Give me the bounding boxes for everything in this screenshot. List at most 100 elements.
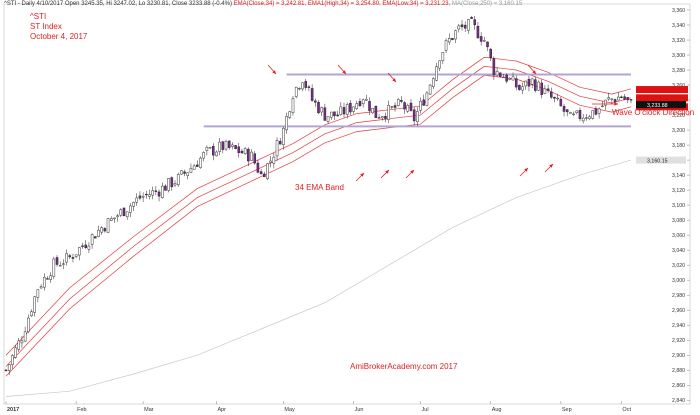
candle-up — [49, 275, 52, 280]
candle-up — [27, 317, 30, 332]
candle-down — [534, 79, 537, 91]
candle-up — [597, 108, 601, 114]
candle-up — [151, 190, 154, 196]
candle-up — [14, 347, 17, 358]
y-tick-label: 2,960 — [672, 308, 685, 314]
y-tick-label: 3,320 — [672, 38, 685, 44]
candle-down — [55, 257, 59, 265]
candle-down — [613, 99, 617, 103]
candle-up — [604, 99, 607, 106]
candle-up — [243, 148, 247, 155]
candle-up — [23, 331, 27, 342]
x-tick-label: Apr — [217, 407, 226, 413]
candle-up — [224, 141, 228, 150]
candle-up — [135, 197, 139, 203]
candle-down — [138, 195, 142, 199]
candle-up — [581, 117, 585, 122]
y-tick-label: 2,920 — [672, 338, 685, 344]
annotation-arrowhead — [342, 70, 346, 74]
candle-down — [492, 58, 496, 76]
direction-label: Wave O'clock Direction — [612, 108, 695, 117]
ema34-low-line — [5, 74, 632, 377]
candle-down — [565, 109, 569, 113]
candle-up — [371, 108, 374, 114]
candle-down — [94, 236, 97, 239]
ma-price-tag — [636, 156, 686, 164]
y-tick-label: 3,360 — [672, 8, 685, 14]
candle-down — [71, 257, 75, 259]
annotation-arrowhead — [385, 170, 389, 174]
x-tick-label: Mar — [144, 407, 154, 413]
candle-down — [342, 107, 346, 115]
candle-up — [288, 111, 292, 118]
candle-down — [620, 96, 623, 98]
candle-up — [106, 218, 110, 233]
candle-down — [145, 193, 148, 196]
candle-up — [266, 163, 269, 179]
candle-up — [320, 107, 323, 113]
candle-down — [314, 100, 317, 103]
candle-down — [626, 97, 630, 101]
candle-down — [412, 109, 416, 122]
watermark: AmiBrokerAcademy.com 2017 — [350, 362, 458, 371]
y-tick-label: 3,120 — [672, 188, 685, 194]
candle-down — [518, 84, 521, 90]
candle-up — [285, 116, 288, 131]
candle-up — [537, 81, 540, 91]
candle-up — [119, 209, 123, 216]
y-tick-label: 3,340 — [672, 23, 685, 29]
candle-up — [62, 263, 65, 265]
candle-up — [352, 106, 355, 112]
candle-up — [160, 185, 164, 198]
candle-up — [180, 170, 183, 175]
candle-down — [403, 102, 406, 110]
candle-up — [20, 340, 24, 344]
candle-up — [390, 106, 394, 108]
candle-up — [189, 167, 193, 173]
candle-up — [495, 70, 499, 76]
candle-up — [591, 110, 595, 119]
candle-up — [294, 86, 298, 97]
candle-up — [419, 100, 422, 111]
x-tick-label: Jun — [355, 407, 364, 413]
candle-up — [428, 84, 432, 95]
x-tick-label: 2017 — [7, 407, 19, 413]
candle-up — [556, 97, 559, 100]
candle-up — [269, 160, 272, 163]
candle-down — [349, 102, 352, 113]
candle-down — [460, 24, 464, 28]
last-price-tag-label: 3,233.88 — [647, 103, 668, 109]
candle-up — [132, 202, 135, 207]
candle-down — [211, 146, 215, 156]
candle-down — [409, 102, 413, 111]
candle-down — [196, 164, 199, 167]
candle-up — [396, 99, 400, 106]
candle-down — [377, 117, 381, 119]
header-main: ^STI - Daily 4/10/2017 Open 3245.35, Hi … — [4, 1, 232, 7]
y-tick-label: 3,100 — [672, 203, 685, 209]
candle-up — [17, 340, 21, 350]
y-tick-label: 3,020 — [672, 263, 685, 269]
y-tick-label: 3,300 — [672, 53, 685, 59]
candle-up — [36, 289, 40, 298]
candle-down — [473, 19, 477, 26]
candle-up — [30, 311, 33, 317]
candle-down — [307, 86, 311, 88]
candle-down — [629, 99, 633, 101]
candle-down — [479, 36, 483, 42]
candle-up — [530, 78, 534, 85]
ma250-line — [5, 159, 632, 397]
annotation-name: ST Index — [30, 22, 62, 31]
candle-up — [129, 205, 132, 213]
annotation-arrowhead — [392, 78, 396, 82]
candle-up — [11, 355, 14, 365]
candle-down — [256, 162, 260, 173]
candle-up — [588, 116, 591, 120]
annotation-symbol: ^STI — [30, 12, 47, 21]
candle-down — [253, 153, 256, 164]
band-price-tag — [636, 86, 688, 94]
candle-down — [234, 145, 237, 149]
candle-up — [326, 116, 330, 122]
candle-down — [157, 191, 161, 197]
candle-down — [384, 116, 387, 119]
